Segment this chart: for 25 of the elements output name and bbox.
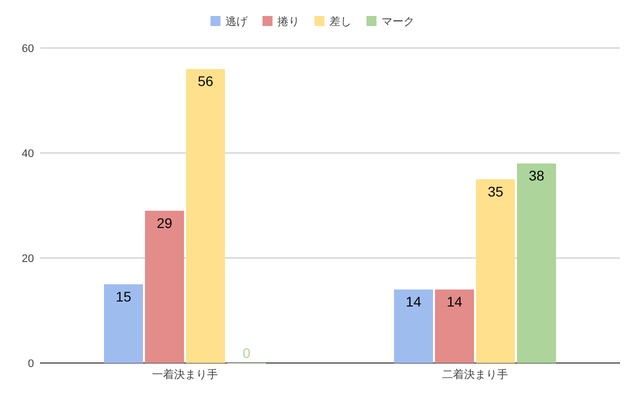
- bar: [394, 290, 433, 363]
- x-tick-label: 二着決まり手: [442, 368, 508, 381]
- bar: [435, 290, 474, 363]
- bar: [517, 164, 556, 363]
- x-tick-label: 一着決まり手: [152, 368, 218, 381]
- legend-label: 差し: [330, 16, 352, 28]
- bar: [145, 210, 184, 363]
- data-label: 29: [156, 214, 172, 231]
- data-label: 14: [446, 294, 462, 310]
- bar: [186, 69, 225, 363]
- y-tick-label: 40: [22, 148, 34, 160]
- y-tick-label: 20: [22, 253, 34, 265]
- bar: [476, 179, 515, 363]
- data-label: 15: [116, 288, 132, 304]
- legend-label: マーク: [382, 16, 414, 28]
- y-tick-label: 0: [28, 358, 34, 370]
- y-tick-label: 60: [22, 43, 34, 55]
- data-label: 56: [198, 73, 214, 89]
- legend-label: 捲り: [278, 16, 300, 28]
- data-label: 38: [528, 168, 544, 184]
- data-label: 35: [488, 183, 504, 200]
- bar: [104, 284, 143, 363]
- data-label: 0: [242, 345, 251, 361]
- data-label: 14: [406, 294, 422, 310]
- legend-label: 逃げ: [226, 15, 248, 28]
